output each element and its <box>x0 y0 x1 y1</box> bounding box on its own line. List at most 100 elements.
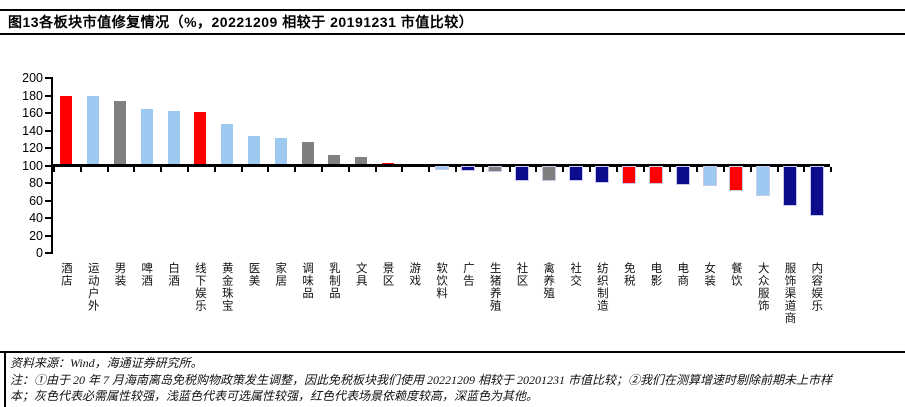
figure-footer: 资料来源：Wind，海通证券研究所。 注：①由于 20 年 7 月海南离岛免税购… <box>0 351 905 407</box>
chart-bar <box>140 108 153 164</box>
x-axis-label: 餐饮 <box>729 262 742 287</box>
x-axis-label: 黄金珠宝 <box>220 262 233 312</box>
x-axis-line <box>52 164 830 167</box>
x-axis-tick <box>213 167 216 172</box>
x-axis-label: 啤酒 <box>140 262 153 287</box>
y-tick-label: 0 <box>36 246 43 260</box>
chart-bar <box>114 100 126 164</box>
chart-bar <box>729 166 744 191</box>
y-axis-tick <box>45 164 51 167</box>
x-axis-label: 文具 <box>354 262 367 287</box>
x-axis-label: 电商 <box>676 262 689 287</box>
chart-bar <box>167 111 180 164</box>
y-axis-tick <box>45 147 51 149</box>
x-axis-tick <box>615 167 618 172</box>
chart-bar <box>515 166 529 181</box>
x-axis-tick <box>455 167 457 172</box>
x-axis-label: 线下娱乐 <box>193 262 206 312</box>
x-axis-tick <box>723 167 725 172</box>
x-axis-label: 生猪养殖 <box>488 262 501 312</box>
x-axis-tick <box>79 167 82 172</box>
chart-bar <box>595 165 610 184</box>
x-axis-label: 电影 <box>649 262 662 287</box>
x-axis-tick <box>133 167 136 172</box>
x-axis-tick <box>830 167 833 172</box>
y-axis-tick <box>45 252 51 254</box>
y-tick-label: 40 <box>29 211 43 225</box>
x-axis-tick <box>481 167 484 172</box>
x-axis-label: 景区 <box>381 262 394 287</box>
x-axis-tick <box>428 167 431 172</box>
chart-bar <box>301 141 314 164</box>
x-axis-tick <box>106 167 109 172</box>
y-tick-label: 200 <box>22 71 43 85</box>
x-axis-label: 内容娱乐 <box>810 262 823 312</box>
x-axis-label: 大众服饰 <box>756 262 769 312</box>
x-axis-tick <box>562 167 565 172</box>
chart-bar <box>622 166 637 184</box>
y-axis-tick <box>45 217 51 219</box>
x-axis-label: 女装 <box>703 262 716 287</box>
x-axis-tick <box>749 167 752 172</box>
y-axis-tick <box>45 112 51 114</box>
chart-bar <box>328 155 341 164</box>
x-axis-label: 家居 <box>274 262 287 287</box>
y-tick-label: 20 <box>29 228 43 243</box>
chart-bar <box>194 112 207 164</box>
x-axis-tick <box>321 167 323 172</box>
x-axis-tick <box>589 167 591 172</box>
y-tick-label: 140 <box>22 123 43 138</box>
chart-bar <box>248 135 260 164</box>
x-axis-tick <box>347 167 350 172</box>
chart-bar <box>355 156 368 164</box>
chart-bar <box>488 166 503 172</box>
x-axis-label: 运动户外 <box>86 262 99 312</box>
footer-left-rule <box>4 351 6 407</box>
x-axis-label: 禽养殖 <box>542 262 555 300</box>
x-axis-label: 纺织制造 <box>595 262 608 312</box>
chart-bar <box>87 96 100 164</box>
y-axis-tick <box>45 77 51 79</box>
x-axis-tick <box>696 167 699 172</box>
figure-title: 图13各板块市值修复情况（%，20221209 相较于 20191231 市值比… <box>8 14 474 30</box>
y-tick-label: 180 <box>22 88 43 103</box>
x-axis-tick <box>642 167 645 172</box>
chart-bar <box>461 166 476 171</box>
x-axis-label: 白酒 <box>167 262 180 287</box>
y-tick-label: 120 <box>22 141 43 155</box>
y-tick-label: 160 <box>22 106 43 120</box>
x-axis-label: 乳制品 <box>327 262 340 300</box>
x-axis-tick <box>803 167 806 172</box>
x-axis-label: 社交 <box>569 262 582 287</box>
x-axis-label: 医美 <box>247 262 260 287</box>
y-tick-label: 100 <box>22 158 43 173</box>
chart-bar <box>541 166 556 181</box>
x-axis-label: 男装 <box>113 262 126 287</box>
x-axis-label: 软饮料 <box>435 262 448 300</box>
y-axis-tick <box>45 129 51 132</box>
chart-bar <box>382 162 394 164</box>
y-axis-tick <box>45 234 51 237</box>
y-axis-tick <box>45 94 51 97</box>
x-axis-label: 游戏 <box>408 262 421 287</box>
x-axis-tick <box>53 167 55 172</box>
chart-bar <box>274 138 287 164</box>
note-line-2: 本；灰色代表必需属性较强，浅蓝色代表可选属性较强，红色代表场景依赖度较高，深蓝色… <box>10 389 539 403</box>
x-axis-label: 免税 <box>622 262 635 287</box>
chart-bar <box>568 165 583 182</box>
x-axis-tick <box>508 167 511 172</box>
chart-bar <box>649 166 663 184</box>
x-axis-label: 服饰渠道商 <box>783 262 796 325</box>
x-axis-tick <box>267 167 270 172</box>
x-axis-label: 社区 <box>515 262 528 287</box>
y-axis-tick <box>45 199 51 202</box>
y-axis-tick <box>45 182 51 184</box>
x-axis-tick <box>401 167 404 172</box>
chart-bar <box>702 166 717 186</box>
chart-bar <box>434 166 449 170</box>
chart-bar <box>675 166 690 185</box>
x-axis-tick <box>160 167 163 172</box>
x-axis-tick <box>535 167 538 172</box>
